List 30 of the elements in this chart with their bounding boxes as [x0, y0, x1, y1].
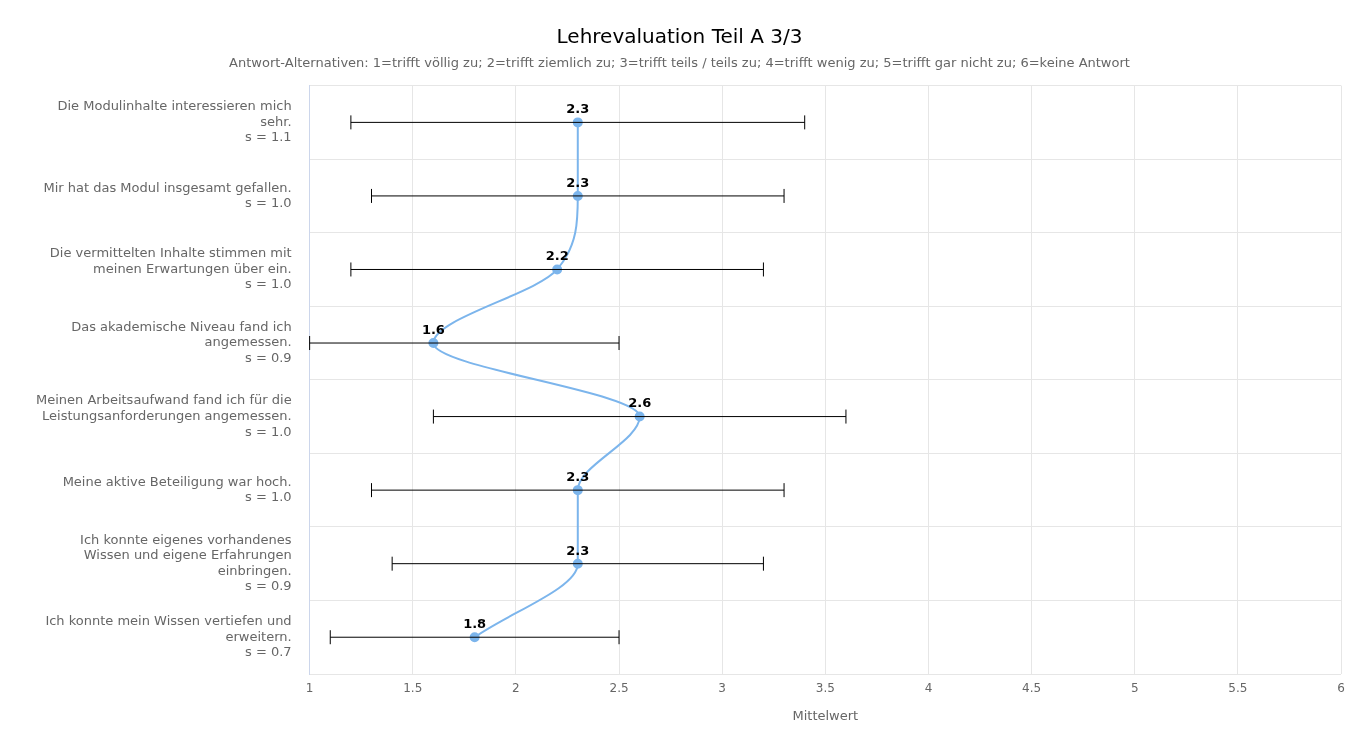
x-axis-title: Mittelwert [792, 707, 859, 723]
x-tick-label: 3 [718, 681, 726, 696]
data-label: 2.3 [566, 542, 590, 558]
data-label: 1.8 [463, 616, 487, 632]
y-tick-label: Das akademische Niveau fand ich angemessen. s = 0.9 [71, 318, 292, 365]
y-tick-label: Mir hat das Modul insgesamt gefallen. s = 1.0 [43, 179, 292, 211]
x-tick-label: 4 [924, 681, 933, 696]
x-tick-label: 5 [1130, 681, 1139, 696]
x-tick-label: 6 [1337, 681, 1345, 696]
data-label: 2.3 [566, 174, 590, 190]
y-tick-label: Meinen Arbeitsaufwand fand ich für die Leistungsanforderungen angemessen. s = 1.0 [35, 392, 292, 439]
x-tick-label: 2 [512, 681, 520, 696]
y-tick-label: Die vermittelten Inhalte stimmen mit meinen Erwartungen über ein. s = 1.0 [49, 245, 292, 292]
y-tick-label: Die Modulinhalte interessieren mich sehr. s = 1.1 [57, 98, 292, 145]
y-tick-label: Meine aktive Beteiligung war hoch. s = 1.0 [62, 473, 292, 505]
chart-title: Lehrevaluation Teil A 3/3 [556, 24, 803, 49]
data-label: 2.3 [566, 469, 590, 484]
chart-subtitle: Antwort-Alternativen: 1=trifft völlig zu; 2=trifft ziemlich zu; 3=trifft teils / teils zu; 4=trifft wenig zu; 5=trifft gar nicht zu; 6=keine Antwort [229, 55, 1130, 71]
data-label: 1.6 [421, 321, 445, 337]
x-tick-label: 1.5 [403, 681, 423, 696]
x-tick-label: 5.5 [1228, 681, 1248, 696]
x-tick-label: 1 [305, 681, 314, 696]
x-tick-label: 2.5 [609, 681, 629, 696]
x-tick-label: 4.5 [1022, 681, 1042, 696]
x-tick-label: 3.5 [815, 681, 835, 696]
y-tick-label: Ich konnte mein Wissen vertiefen und erweitern. s = 0.7 [45, 613, 292, 660]
data-label: 2.2 [545, 248, 569, 264]
data-label: 2.3 [566, 101, 590, 117]
data-label: 2.6 [628, 395, 652, 411]
y-tick-label: Ich konnte eigenes vorhandenes Wissen und eigene Erfahrungen einbringen. s = 0.9 [80, 531, 292, 594]
